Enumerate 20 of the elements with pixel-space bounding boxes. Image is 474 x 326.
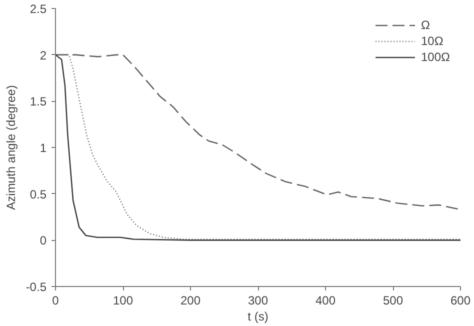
x-tick-label: 600 [450,294,471,308]
y-tick-label: 0 [40,234,47,248]
legend-label: 100Ω [421,50,450,64]
x-tick-label: 100 [112,294,134,308]
x-tick-label: 400 [315,294,336,308]
legend-label: 10Ω [421,34,444,48]
x-tick-label: 300 [248,294,268,308]
y-tick-label: 1 [40,141,47,155]
y-axis-title: Azimuth angle (degree) [4,85,18,210]
x-tick-label: 0 [52,294,60,308]
y-tick-label: 0.5 [30,187,47,202]
line-series [56,54,460,210]
legend-label: Ω [421,18,431,32]
x-tick-label: 200 [180,294,201,308]
y-tick-label: 2 [40,48,47,62]
x-axis-title: t (s) [248,310,268,324]
x-tick-label: 500 [382,294,404,308]
y-tick-label: 2.5 [30,2,47,16]
y-tick-label: 1.5 [30,94,47,109]
y-tick-label: -0.5 [26,280,47,294]
